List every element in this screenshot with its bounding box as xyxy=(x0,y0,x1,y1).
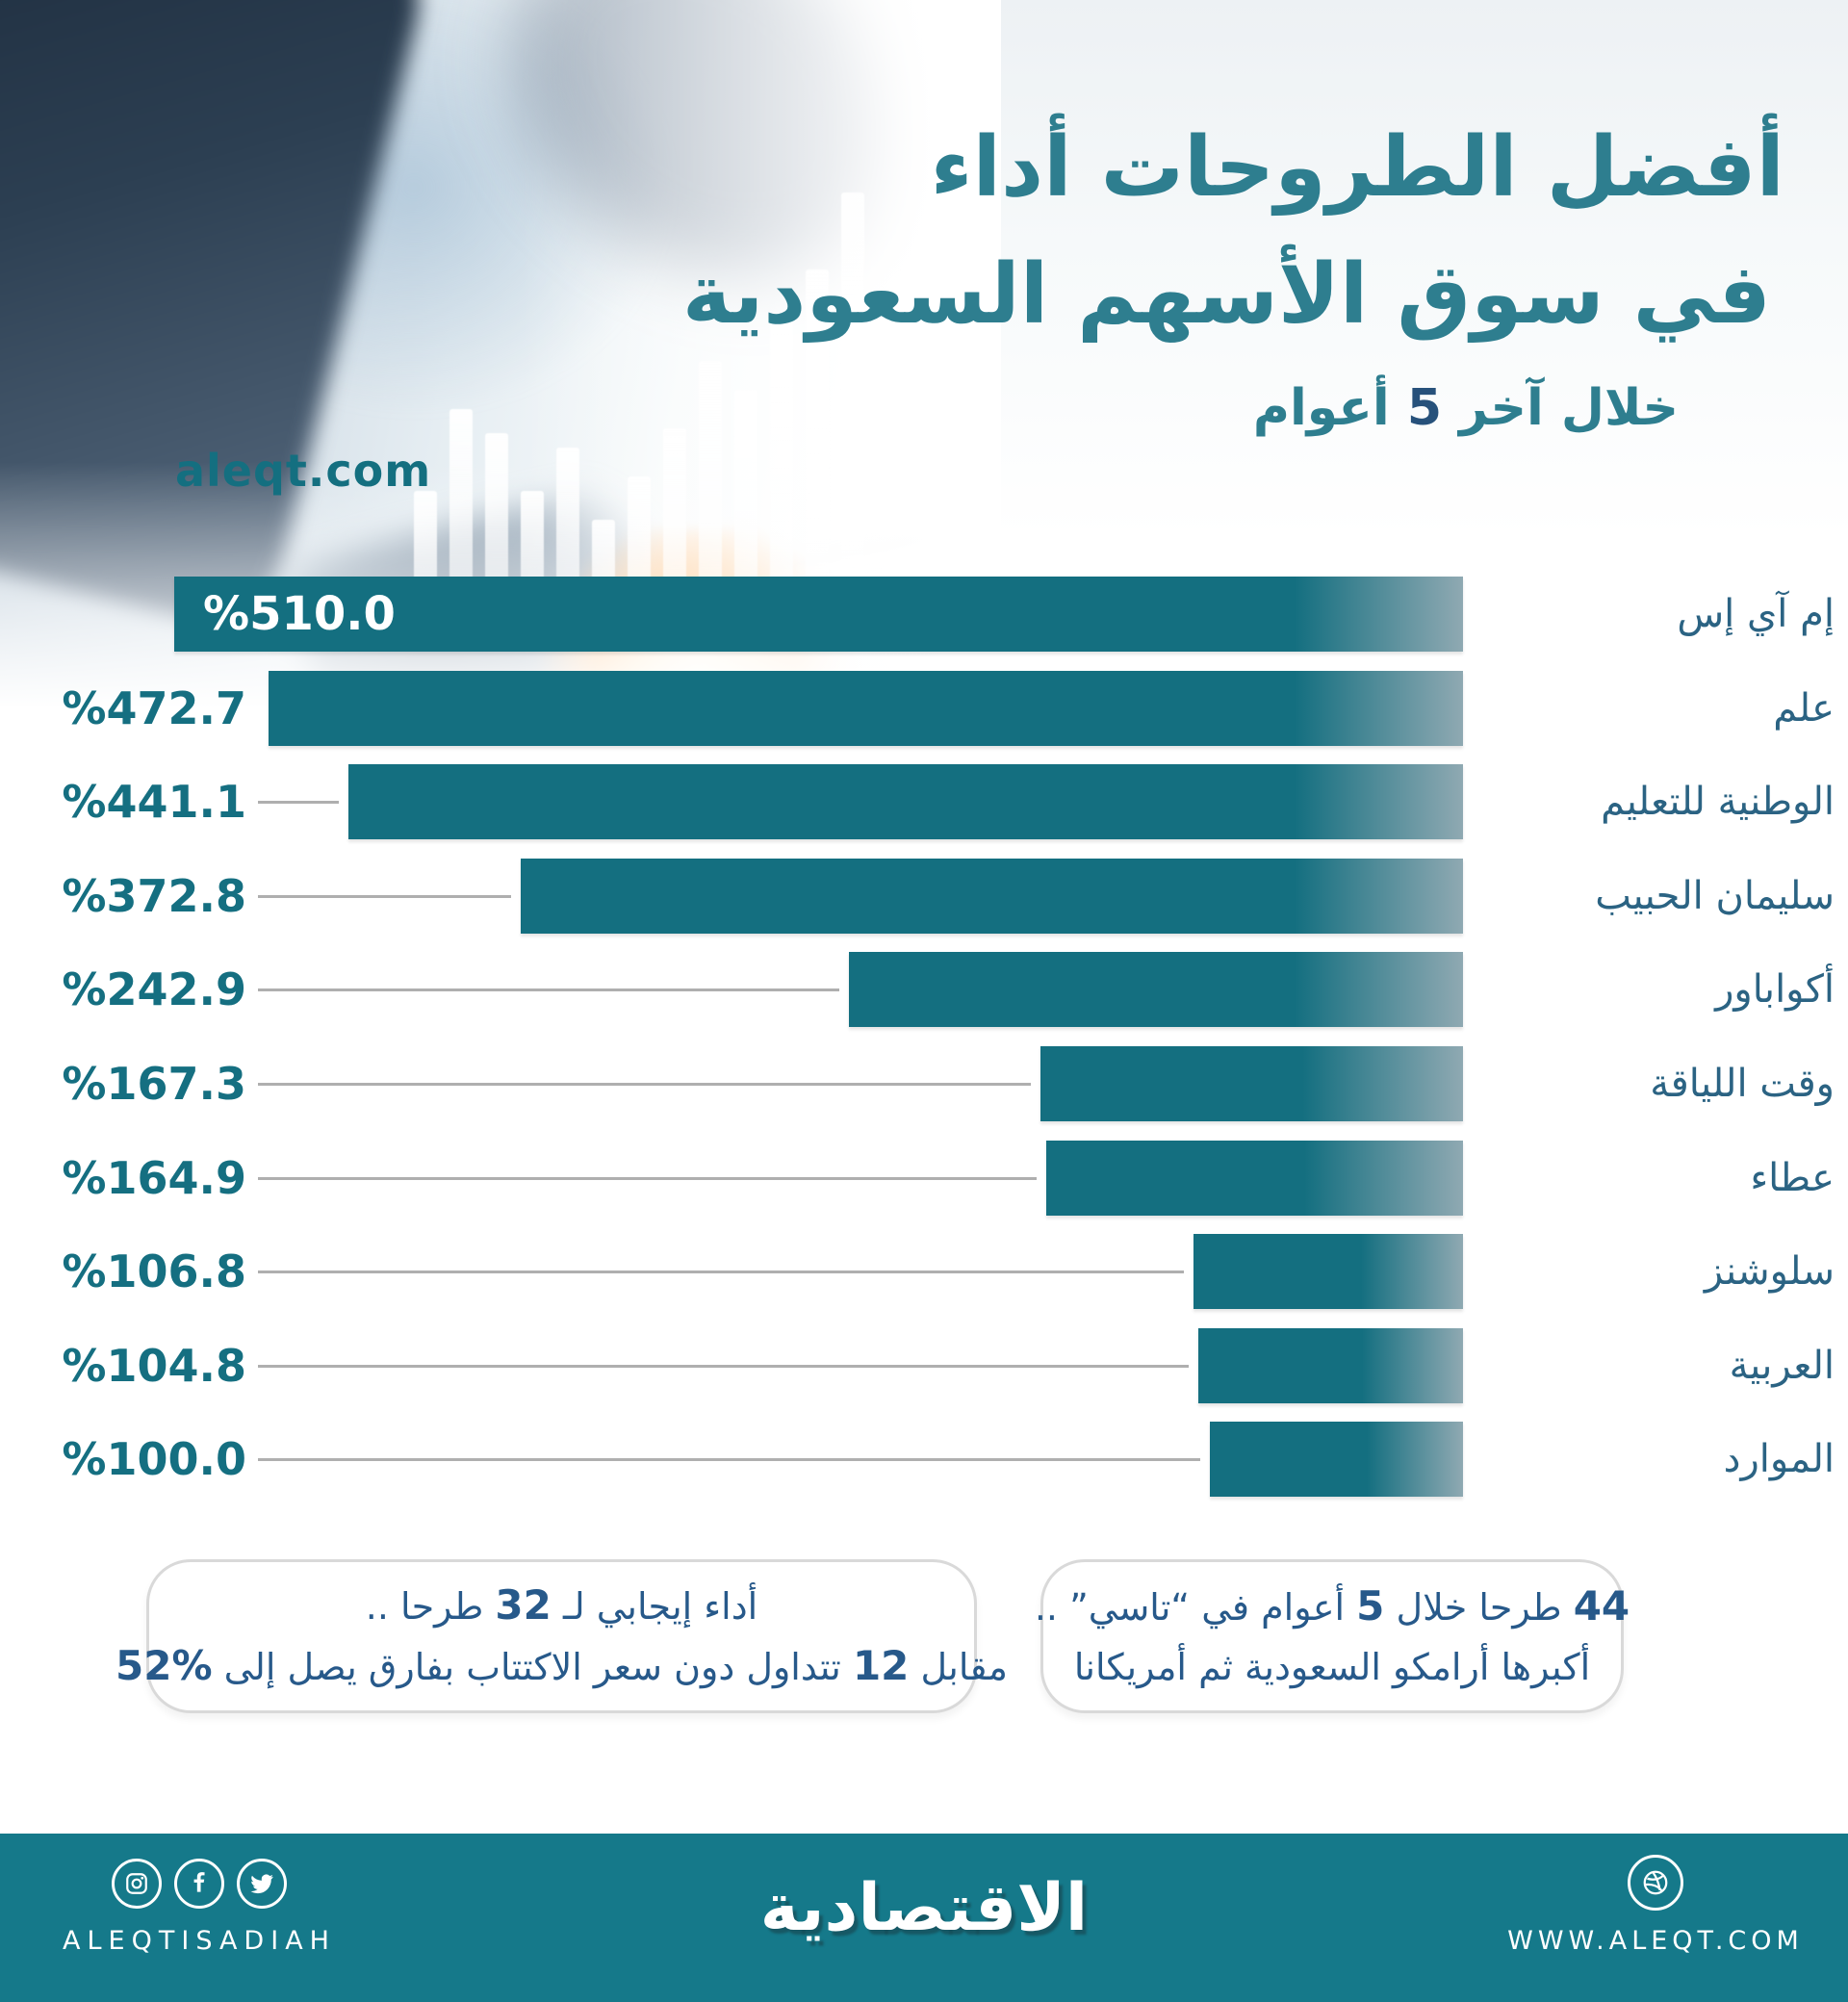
callout-ipo-count: 44 طرحا خلال 5 أعوام في “تاسي” .. أكبرها… xyxy=(1035,1559,1630,1713)
callout-right-line1: 44 طرحا خلال 5 أعوام في “تاسي” .. xyxy=(1034,1581,1630,1630)
bar xyxy=(521,859,1463,934)
callout-right-line2: أكبرها أرامكو السعودية ثم أمريكانا xyxy=(1073,1645,1591,1688)
website-links: WWW.ALEQT.COM xyxy=(1506,1855,1805,1956)
bar-category-label: وقت اللياقة xyxy=(1650,1062,1835,1106)
chart-row: %167.3 وقت اللياقة xyxy=(0,1046,1848,1121)
bar xyxy=(1198,1328,1463,1403)
footer-bar: ALEQTISADIAH الاقتصادية WWW.ALEQT.COM xyxy=(0,1834,1848,2002)
bar: %510.0 xyxy=(174,577,1463,652)
chart-row: %100.0 الموارد xyxy=(0,1422,1848,1497)
website-label: aleqt.com xyxy=(175,445,432,497)
bar-value-label: %510.0 xyxy=(203,587,396,641)
bar xyxy=(269,671,1463,746)
social-handle: ALEQTISADIAH xyxy=(63,1926,336,1956)
title-block: أفضل الطروحات أداء في سوق الأسهم السعودي… xyxy=(682,104,1784,437)
bar-category-label: عطاء xyxy=(1750,1156,1835,1200)
bar-category-label: سلوشنز xyxy=(1704,1249,1835,1294)
chart-row: %372.8 سليمان الحبيب xyxy=(0,859,1848,934)
page-title-line1: أفضل الطروحات أداء xyxy=(930,119,1784,216)
connector-line xyxy=(258,1083,1031,1086)
bar-value-label: %372.8 xyxy=(62,870,246,922)
bar-category-label: الموارد xyxy=(1723,1437,1835,1481)
chart-row: %104.8 العربية xyxy=(0,1328,1848,1403)
connector-line xyxy=(258,1270,1184,1273)
chart-row: %106.8 سلوشنز xyxy=(0,1234,1848,1309)
bar-category-label: سليمان الحبيب xyxy=(1595,874,1835,918)
connector-line xyxy=(258,801,339,804)
bar xyxy=(1210,1422,1463,1497)
bar-value-label: %472.7 xyxy=(62,682,246,734)
bar-category-label: أكواباور xyxy=(1715,967,1835,1012)
bar-category-label: الوطنية للتعليم xyxy=(1601,780,1835,824)
page-subtitle: خلال آخر 5 أعوام xyxy=(1252,379,1679,437)
bar xyxy=(1194,1234,1463,1309)
social-links: ALEQTISADIAH xyxy=(63,1859,329,1956)
callout-performance-summary: أداء إيجابي لـ 32 طرحا .. مقابل 12 تتداو… xyxy=(116,1559,1008,1713)
bar xyxy=(849,952,1463,1027)
bar xyxy=(348,764,1463,839)
connector-line xyxy=(258,1177,1037,1180)
dribbble-icon xyxy=(1628,1855,1683,1911)
connector-line xyxy=(258,1365,1189,1368)
bar-value-label: %106.8 xyxy=(62,1245,246,1297)
connector-line xyxy=(258,895,511,898)
chart-row: %164.9 عطاء xyxy=(0,1141,1848,1216)
connector-line xyxy=(258,988,839,991)
callout-left-line1: أداء إيجابي لـ 32 طرحا .. xyxy=(365,1581,758,1629)
bar-category-label: إم آي إس xyxy=(1677,592,1835,636)
instagram-icon xyxy=(112,1859,162,1909)
bar-category-label: علم xyxy=(1773,686,1835,731)
chart-row: %242.9 أكواباور xyxy=(0,952,1848,1027)
bar xyxy=(1046,1141,1463,1216)
bar-value-label: %167.3 xyxy=(62,1058,246,1110)
bar-category-label: العربية xyxy=(1729,1344,1835,1388)
bar xyxy=(1040,1046,1463,1121)
chart-row: %472.7 علم xyxy=(0,671,1848,746)
chart-row: %441.1 الوطنية للتعليم xyxy=(0,764,1848,839)
twitter-icon xyxy=(237,1859,287,1909)
chart-row: %510.0 إم آي إس xyxy=(0,577,1848,652)
bar-chart: %510.0 إم آي إس %472.7 علم %441.1 الوطنية للت… xyxy=(0,577,1848,1578)
page-title-line2: في سوق الأسهم السعودية xyxy=(681,246,1771,343)
bar-value-label: %242.9 xyxy=(62,963,246,1015)
bar-value-label: %441.1 xyxy=(62,776,246,828)
website-url: WWW.ALEQT.COM xyxy=(1507,1926,1804,1956)
bar-value-label: %100.0 xyxy=(62,1433,246,1485)
bar-value-label: %164.9 xyxy=(62,1152,246,1204)
connector-line xyxy=(258,1458,1200,1461)
facebook-icon xyxy=(174,1859,224,1909)
bar-value-label: %104.8 xyxy=(62,1340,246,1392)
callout-left-line2: مقابل 12 تتداول دون سعر الاكتتاب بفارق ي… xyxy=(116,1642,1008,1689)
newspaper-logo: الاقتصادية xyxy=(759,1870,1089,1946)
